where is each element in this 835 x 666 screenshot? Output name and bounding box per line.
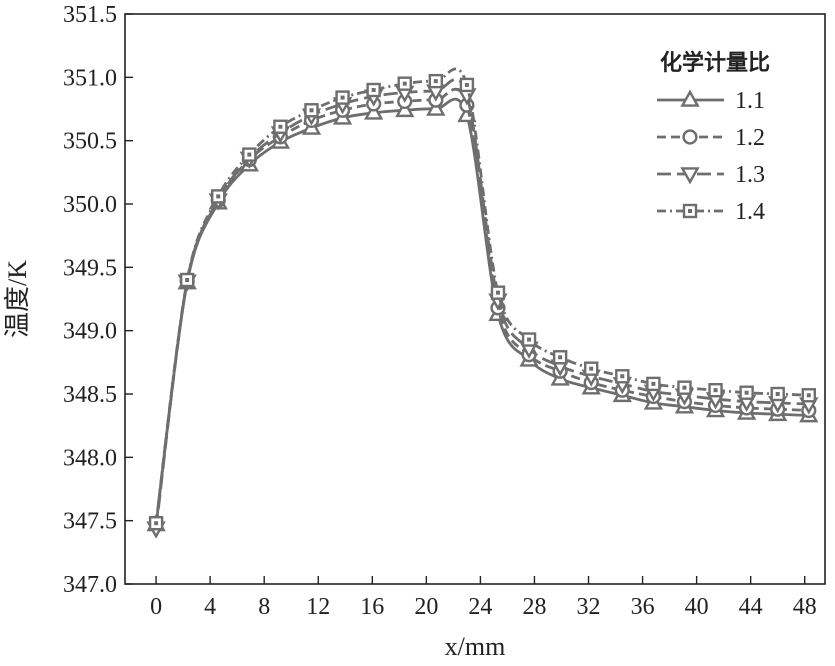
data-point-triangle-up (426, 98, 446, 116)
data-point-square-dot (651, 381, 656, 386)
legend-label: 1.4 (735, 199, 765, 225)
x-tick-label: 32 (577, 594, 601, 620)
x-tick-label: 28 (522, 594, 546, 620)
series-1.4 (148, 67, 816, 531)
data-point-triangle-up (395, 99, 415, 118)
data-point-square-dot (558, 355, 563, 360)
data-point-square-dot (620, 374, 625, 379)
data-point-square-dot (433, 79, 438, 84)
x-tick-label: 8 (258, 594, 270, 620)
x-tick-label: 36 (631, 594, 655, 620)
y-tick-label: 350.5 (63, 129, 117, 155)
series-layer (146, 67, 819, 539)
legend-item-1.3: 1.3 (657, 162, 765, 188)
x-tick-label: 12 (306, 594, 330, 620)
data-point-square-dot (309, 108, 314, 113)
data-point-square-dot (464, 82, 469, 87)
data-point-square-dot (247, 152, 252, 157)
y-tick-label: 351.0 (63, 65, 117, 91)
legend-label: 1.1 (735, 88, 765, 114)
y-axis-title: 温度/K (3, 260, 32, 338)
data-point-triangle-up (457, 104, 477, 123)
data-point-square-dot (688, 209, 692, 213)
x-tick-label: 44 (739, 594, 763, 620)
legend: 化学计量比 1.1 1.2 1.3 1.4 (657, 50, 770, 225)
data-point-triangle-up (364, 102, 384, 120)
data-point-triangle-down (680, 167, 700, 185)
y-tick-label: 348.5 (63, 382, 117, 408)
data-point-square-dot (278, 124, 283, 129)
data-point-square-dot (495, 290, 500, 295)
data-point-triangle-up (680, 89, 700, 107)
legend-item-1.1: 1.1 (657, 88, 765, 114)
data-point-square-dot (340, 95, 345, 100)
series-line (154, 77, 809, 529)
legend-item-1.4: 1.4 (657, 199, 765, 225)
legend-item-1.2: 1.2 (657, 125, 765, 151)
plot-frame (124, 13, 826, 585)
data-point-square-dot (402, 81, 407, 86)
data-point-circle (682, 129, 698, 145)
x-tick-label: 40 (685, 594, 709, 620)
x-tick-label: 24 (468, 594, 492, 620)
x-axis-title: x/mm (445, 632, 506, 661)
x-tick-label: 0 (150, 594, 162, 620)
legend-title: 化学计量比 (660, 50, 770, 76)
y-tick-label: 351.5 (63, 2, 117, 28)
series-line (154, 67, 809, 524)
y-tick-label: 349.0 (63, 319, 117, 345)
x-axis-ticks: 0 4 8 12 16 20 24 28 32 36 40 44 48 (150, 576, 817, 620)
data-point-square-dot (527, 337, 532, 342)
data-point-square-dot (216, 194, 221, 199)
data-point-square-dot (589, 366, 594, 371)
y-tick-label: 349.5 (63, 255, 117, 281)
data-point-square-dot (775, 392, 780, 396)
y-tick-label: 350.0 (63, 192, 117, 218)
legend-label: 1.2 (735, 125, 765, 151)
data-point-square-dot (185, 278, 190, 282)
y-tick-label: 348.0 (63, 445, 117, 471)
x-tick-label: 16 (360, 594, 384, 620)
x-tick-label: 4 (204, 594, 216, 620)
x-tick-label: 20 (414, 594, 438, 620)
x-tick-label: 48 (793, 594, 817, 620)
data-point-square-dot (371, 88, 376, 92)
y-tick-label: 347.5 (63, 509, 117, 535)
y-tick-label: 347.0 (63, 572, 117, 598)
data-point-square-dot (806, 393, 811, 398)
legend-label: 1.3 (735, 162, 765, 188)
data-point-square-dot (744, 390, 749, 395)
data-point-square-dot (154, 521, 159, 526)
data-point-square-dot (682, 385, 687, 390)
data-point-square-dot (713, 388, 718, 393)
y-axis-ticks: 347.0 347.5 348.0 348.5 349.0 349.5 350.0 350.5… (63, 2, 133, 598)
